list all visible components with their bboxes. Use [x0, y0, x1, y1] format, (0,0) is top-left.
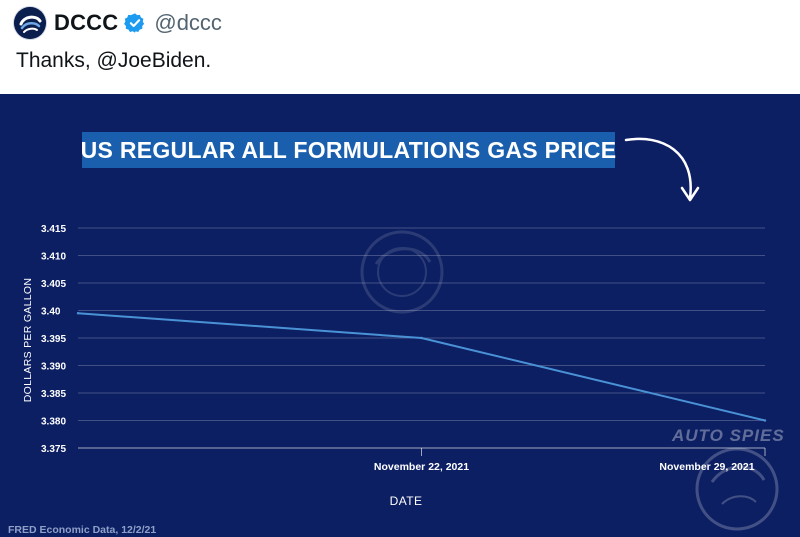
- x-axis-label: DATE: [389, 494, 423, 508]
- series-line: [77, 312, 766, 422]
- data-point: [420, 336, 423, 340]
- dccc-logo-icon: [14, 7, 46, 39]
- account-handle[interactable]: @dccc: [154, 10, 222, 35]
- tweet-text: Thanks, @JoeBiden.: [16, 49, 212, 72]
- tweet-header: DCCC @dccc: [14, 6, 222, 40]
- autospies-watermark-icon: [695, 447, 779, 531]
- y-tick-label: 3.415: [41, 224, 66, 235]
- verified-badge-icon: [124, 12, 146, 34]
- x-tick-label: November 29, 2021: [659, 461, 754, 473]
- tweet-media-chart[interactable]: 3.415 3.410 3.405 3.40 3.395 3.390 3.385 3.380 3…: [0, 94, 800, 537]
- x-tick-label: November 22, 2021: [374, 461, 469, 473]
- chart-title-banner: US REGULAR ALL FORMULATIONS GAS PRICE: [80, 132, 617, 168]
- y-tick-label: 3.410: [41, 252, 66, 263]
- curved-arrow-icon: [624, 137, 700, 202]
- avatar[interactable]: [14, 7, 46, 39]
- autospies-watermark-icon: [360, 230, 444, 314]
- y-tick-label: 3.385: [41, 389, 66, 400]
- data-point: [76, 312, 80, 315]
- y-tick-label: 3.380: [41, 417, 66, 428]
- y-tick-label: 3.375: [41, 444, 66, 455]
- account-name[interactable]: DCCC: [54, 10, 119, 35]
- data-point: [763, 419, 767, 422]
- watermark-text: AUTO SPIES: [672, 426, 785, 445]
- y-tick-label: 3.40: [41, 307, 61, 318]
- y-axis-label: DOLLARS PER GALLON: [22, 277, 34, 403]
- chart-title: US REGULAR ALL FORMULATIONS GAS PRICE: [80, 136, 617, 163]
- y-tick-label: 3.395: [41, 334, 66, 345]
- y-tick-label: 3.405: [41, 279, 66, 290]
- y-tick-label: 3.390: [41, 362, 66, 373]
- source-caption: FRED Economic Data, 12/2/21: [8, 524, 157, 536]
- chart-svg: 3.415 3.410 3.405 3.40 3.395 3.390 3.385 3.380 3…: [41, 137, 779, 531]
